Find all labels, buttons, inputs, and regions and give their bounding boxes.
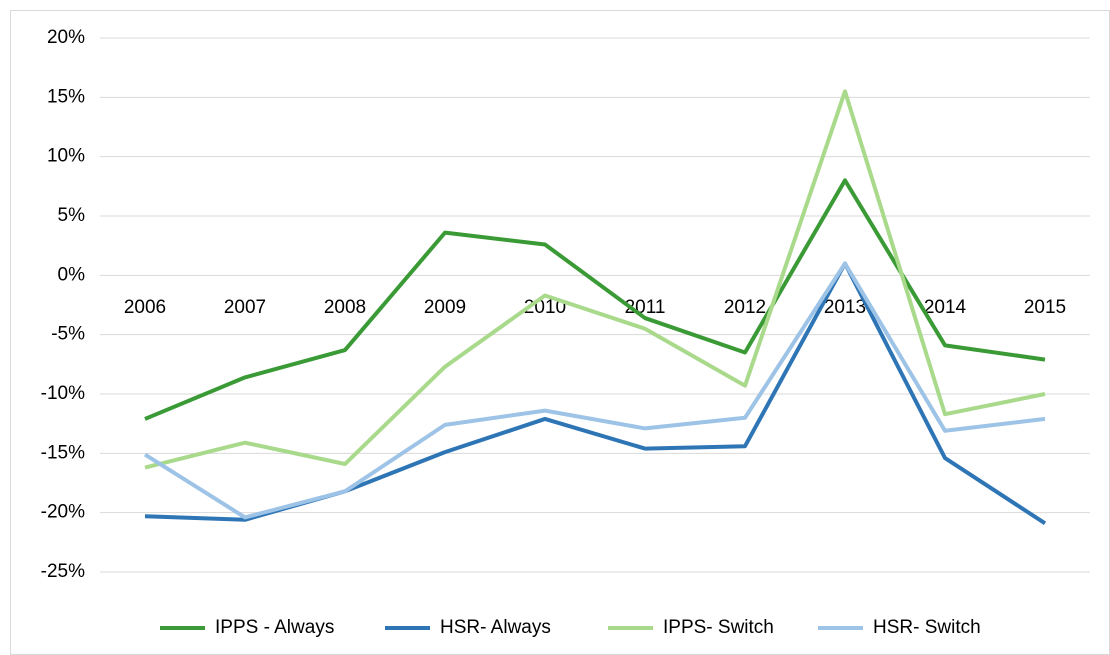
x-tick-label: 2006 bbox=[124, 297, 166, 318]
x-tick-label: 2013 bbox=[824, 297, 866, 318]
y-tick-label: -5% bbox=[51, 324, 85, 345]
x-tick-label: 2015 bbox=[1024, 297, 1066, 318]
y-tick-label: -20% bbox=[41, 502, 85, 523]
legend-label: HSR- Switch bbox=[873, 617, 981, 638]
series-line bbox=[143, 261, 1046, 520]
legend-label: IPPS - Always bbox=[215, 617, 334, 638]
y-tick-label: -25% bbox=[41, 561, 85, 582]
legend-label: IPPS- Switch bbox=[663, 617, 774, 638]
x-tick-label: 2008 bbox=[324, 297, 366, 318]
series-line bbox=[144, 178, 1046, 421]
y-tick-label: 10% bbox=[47, 146, 85, 167]
x-tick-label: 2014 bbox=[924, 297, 967, 318]
y-tick-label: 15% bbox=[47, 86, 85, 107]
y-tick-label: -10% bbox=[41, 383, 85, 404]
y-tick-label: 0% bbox=[58, 264, 86, 285]
legend-label: HSR- Always bbox=[440, 617, 551, 638]
y-tick-label: 20% bbox=[47, 27, 85, 48]
series-line bbox=[144, 89, 1046, 470]
y-tick-label: -15% bbox=[41, 442, 85, 463]
x-tick-label: 2007 bbox=[224, 297, 266, 318]
y-tick-label: 5% bbox=[58, 205, 86, 226]
x-tick-label: 2012 bbox=[724, 297, 766, 318]
x-tick-label: 2009 bbox=[424, 297, 466, 318]
chart-frame bbox=[10, 10, 1110, 655]
